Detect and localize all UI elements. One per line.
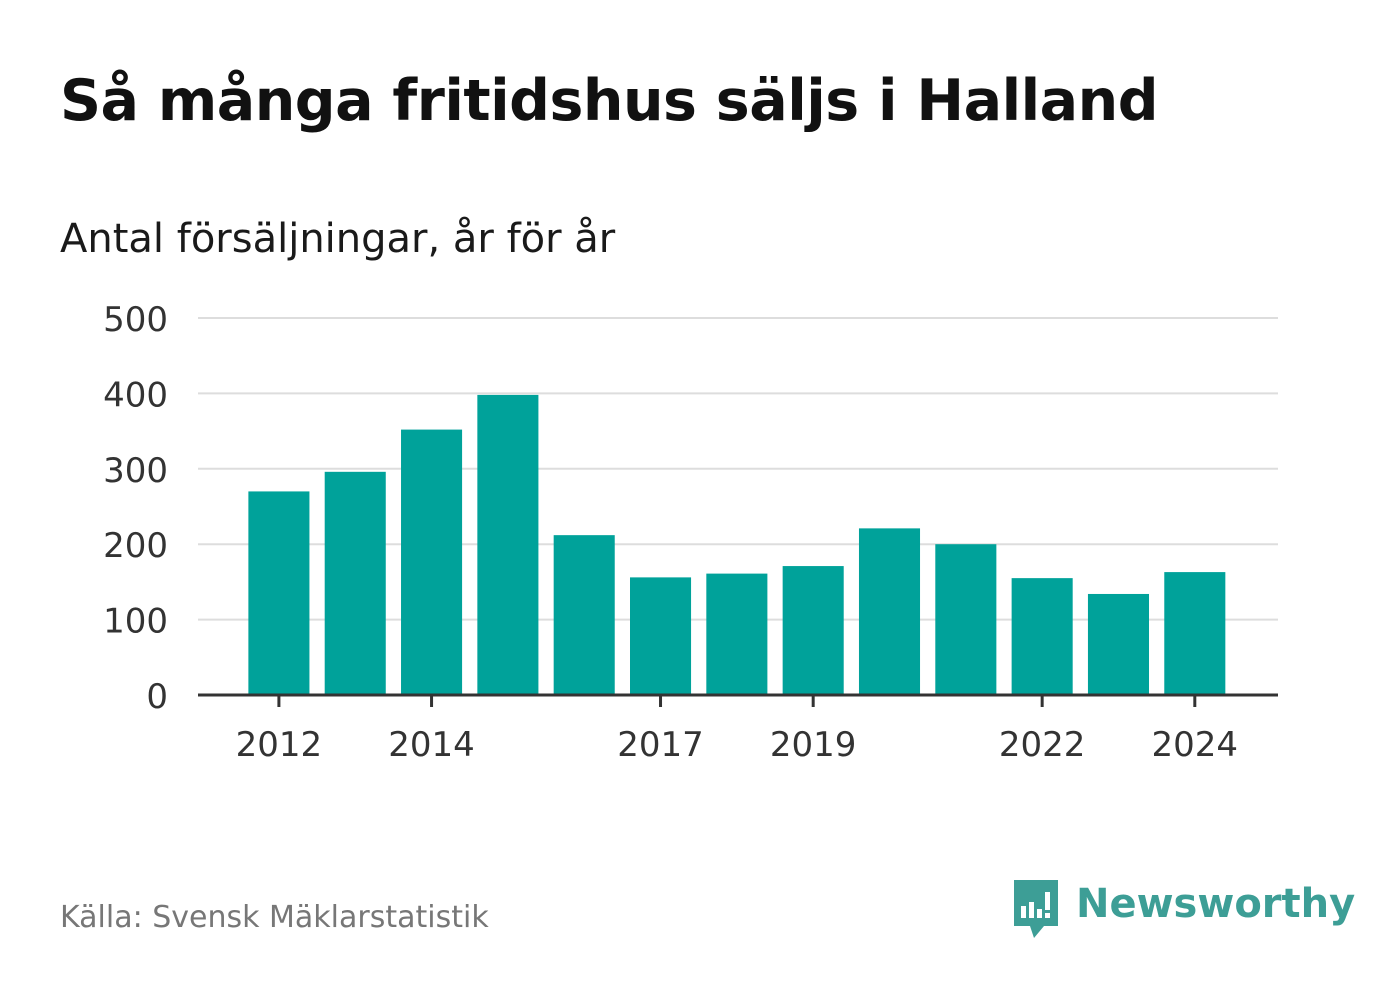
bar [553,535,615,695]
bar [706,573,768,695]
bar [858,528,921,695]
y-tick-label: 100 [103,602,168,642]
x-tick-label: 2017 [617,725,704,765]
y-tick-label: 400 [103,375,168,415]
source-note: Källa: Svensk Mäklarstatistik [60,900,489,935]
newsworthy-logo-icon [1014,880,1058,938]
x-axis-ticks: 2012 2014 2017 2019 2022 2024 [236,695,1238,765]
bar [401,429,463,695]
bar [324,471,386,695]
bar [935,544,997,695]
bar [248,491,310,695]
bar [630,577,692,695]
chart-subtitle: Antal försäljningar, år för år [60,216,616,262]
x-tick-label: 2014 [388,725,475,765]
brand: Newsworthy [1010,876,1355,940]
x-tick-label: 2019 [770,725,857,765]
chart-title: Så många fritidshus säljs i Halland [60,68,1159,134]
x-tick-label: 2022 [999,725,1086,765]
bar [1087,593,1150,695]
y-tick-label: 300 [103,451,168,491]
x-tick-label: 2024 [1152,725,1239,765]
bar [782,566,844,695]
y-tick-label: 500 [103,300,168,340]
bar [1164,572,1226,695]
bar [1011,578,1073,695]
brand-name: Newsworthy [1076,881,1356,927]
y-tick-label: 200 [103,526,168,566]
x-tick-label: 2012 [236,725,323,765]
bars [248,394,1226,695]
y-tick-label: 0 [146,677,168,717]
bar [477,394,539,695]
y-axis-ticks: 0 100 200 300 400 500 [103,300,168,717]
